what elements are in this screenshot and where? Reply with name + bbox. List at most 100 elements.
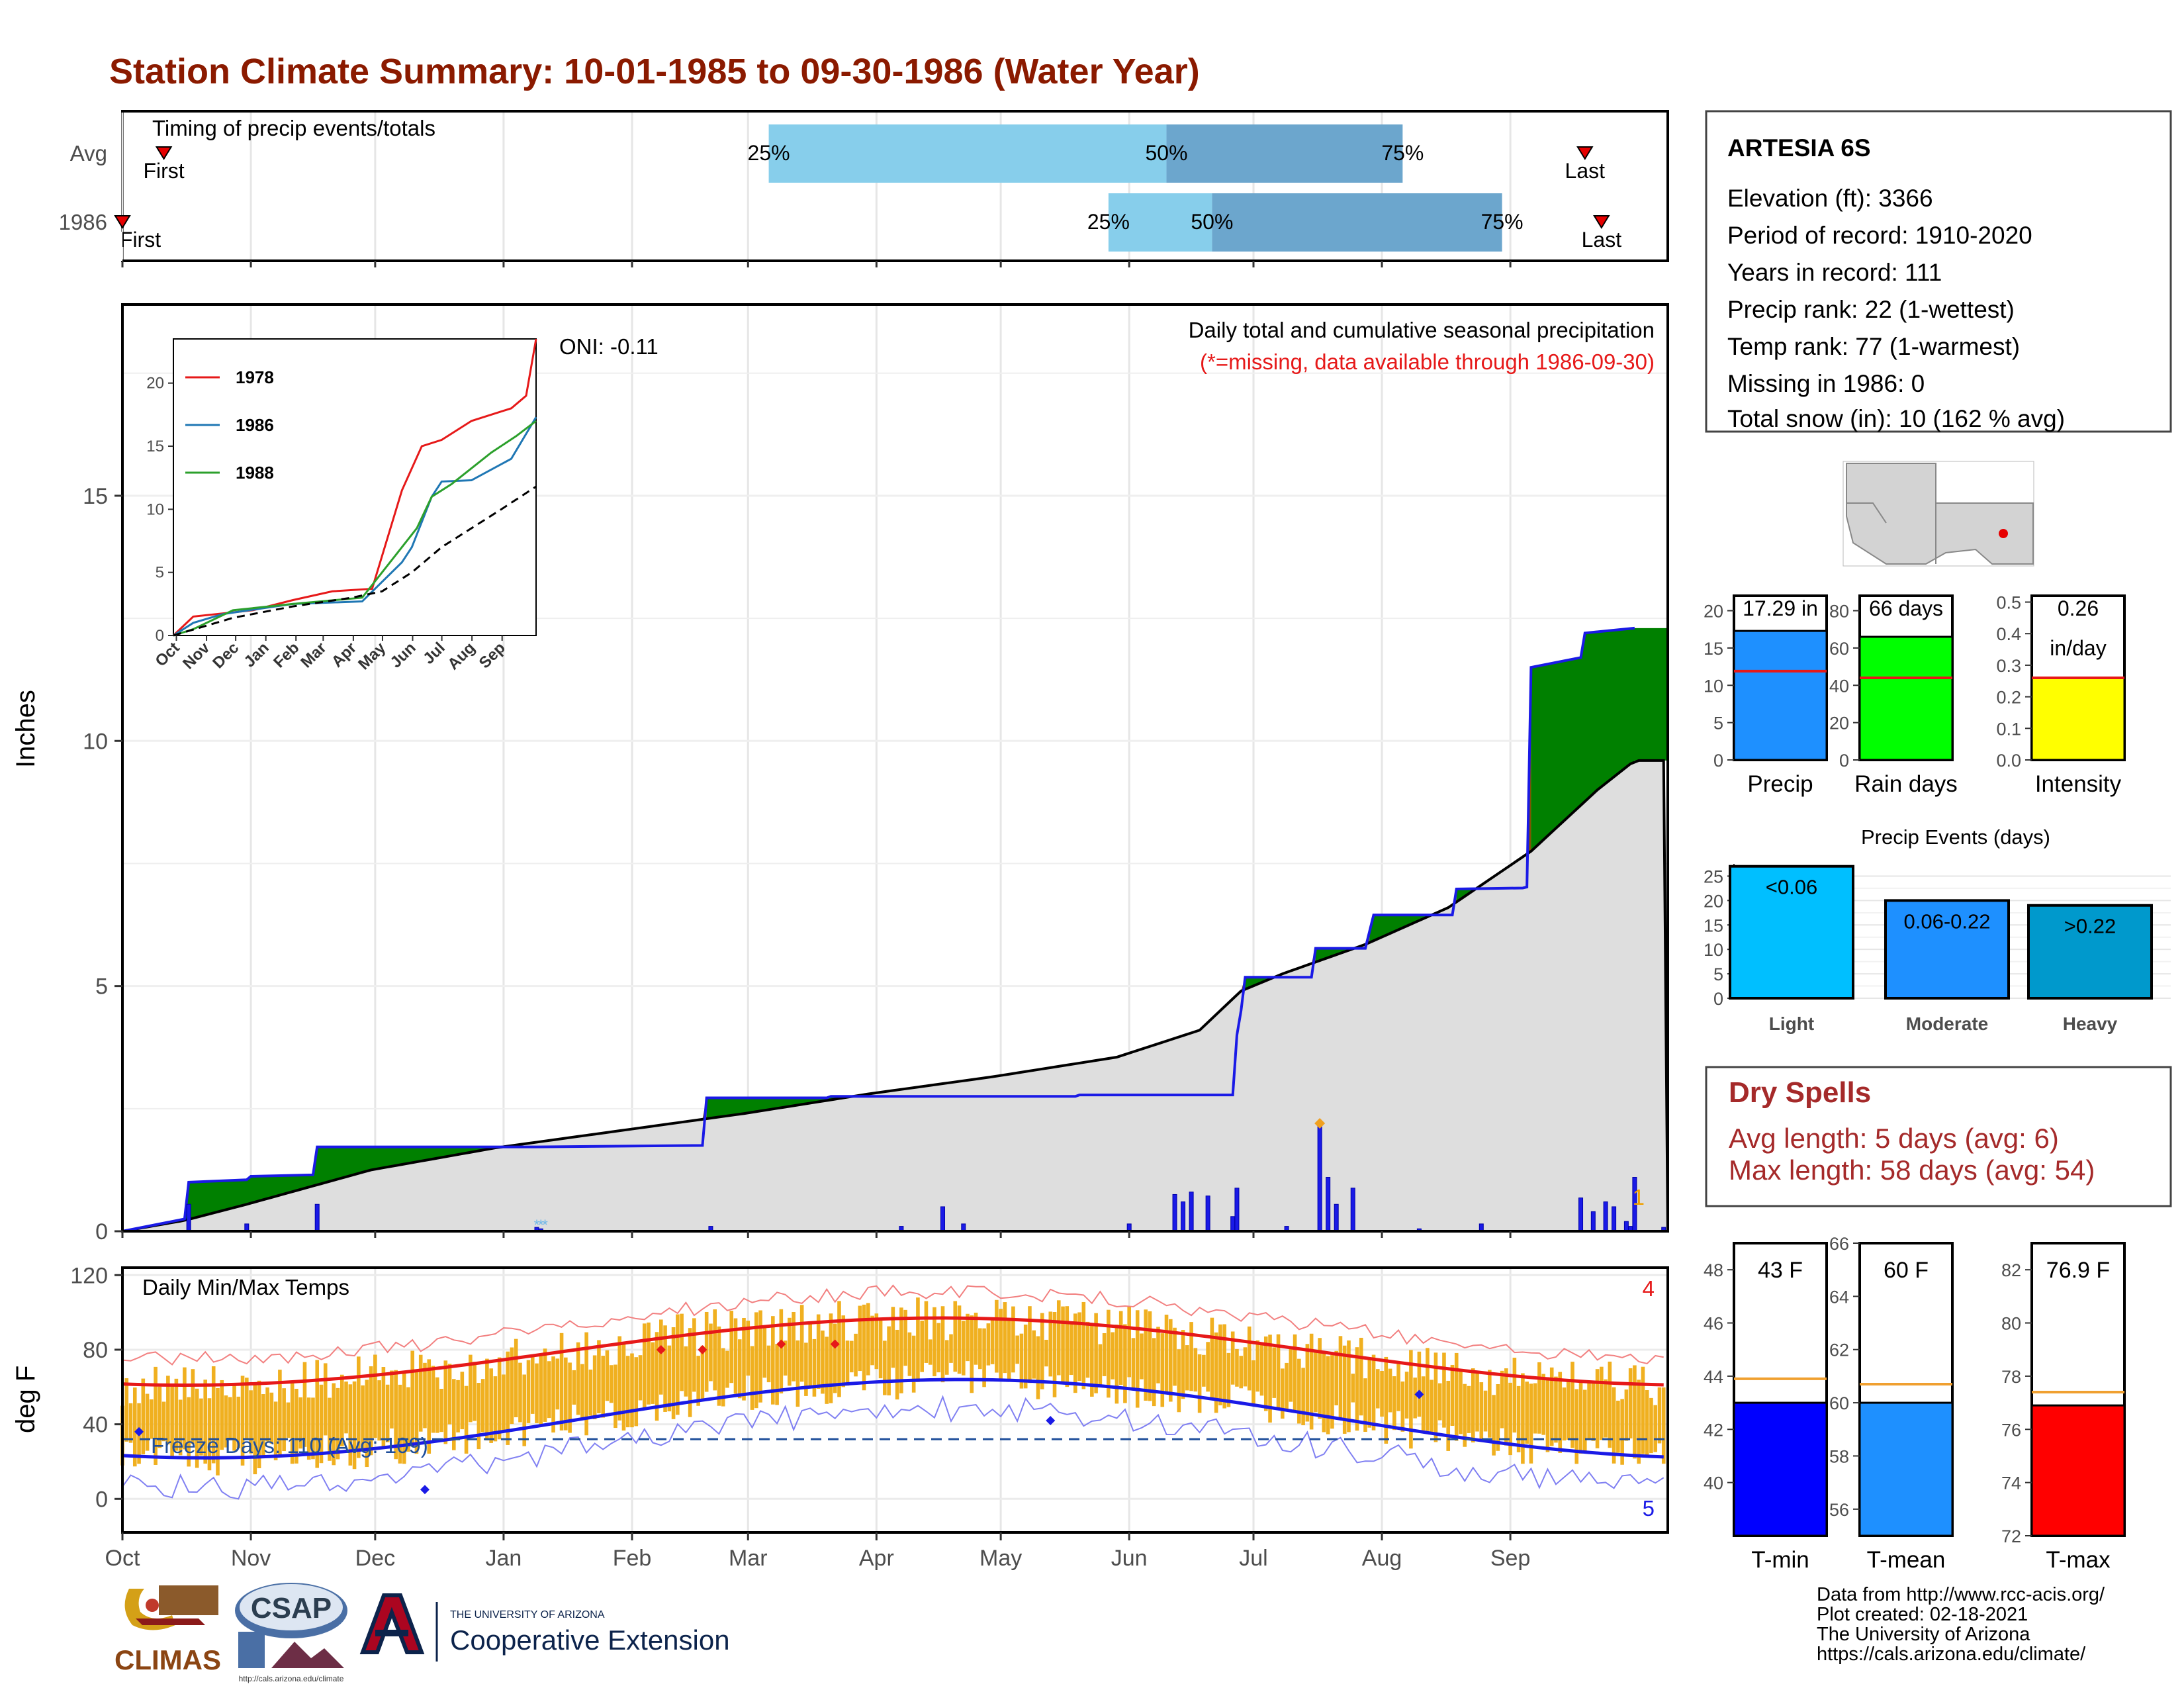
- daily-temp-bar: [911, 1335, 916, 1393]
- temp-bar-y-tick-label: 40: [1704, 1474, 1723, 1493]
- events-y-tick-label: 25: [1704, 867, 1723, 886]
- station-snow: Total snow (in): 10 (162 % avg): [1727, 405, 2065, 432]
- month-tick-label: Aug: [1362, 1546, 1402, 1571]
- mini-y-tick-label: 20: [1829, 714, 1849, 733]
- daily-temp-bar: [1661, 1387, 1666, 1464]
- daily-temp-bar: [1587, 1382, 1591, 1439]
- daily-temp-bar: [257, 1380, 261, 1469]
- daily-temp-bar: [319, 1384, 324, 1464]
- daily-temp-bar: [1363, 1378, 1367, 1432]
- mini-y-tick-label: 15: [1704, 639, 1723, 659]
- timing-bar-25-50: [1108, 193, 1212, 252]
- mini-bar-rain-days: [1858, 635, 1954, 761]
- temp-bar-y-tick-label: 66: [1829, 1234, 1849, 1254]
- daily-temp-bar: [526, 1360, 531, 1423]
- daily-temp-bar: [1578, 1380, 1583, 1454]
- daily-temp-bar: [933, 1307, 936, 1377]
- daily-temp-bar: [1616, 1400, 1620, 1453]
- daily-temp-bar: [1305, 1344, 1310, 1422]
- snow-marker: *: [534, 1217, 540, 1233]
- daily-temp-bar: [323, 1363, 328, 1436]
- daily-temp-bar: [439, 1389, 443, 1432]
- daily-temp-bar: [1620, 1399, 1624, 1465]
- daily-temp-bar: [1433, 1352, 1438, 1442]
- daily-temp-bar: [1085, 1321, 1090, 1378]
- daily-temp-bar: [418, 1354, 423, 1432]
- daily-temp-bar: [1102, 1333, 1107, 1376]
- daily-temp-bar: [493, 1376, 498, 1442]
- daily-temp-bar: [995, 1299, 999, 1373]
- record-high-marker: [656, 1344, 666, 1354]
- daily-temp-bar: [754, 1312, 758, 1409]
- daily-temp-bar: [145, 1393, 150, 1451]
- csap-logo: CSAP http://cals.arizona.edu/climate: [235, 1583, 347, 1683]
- daily-precip-bar: [1181, 1201, 1186, 1232]
- daily-temp-bar: [576, 1342, 580, 1415]
- daily-temp-bar: [1467, 1385, 1471, 1433]
- daily-temp-bar: [746, 1321, 751, 1376]
- daily-temp-bar: [1230, 1331, 1235, 1385]
- temp-bar-y-tick-label: 74: [2001, 1474, 2021, 1493]
- temp-bar-x-label: T-max: [2046, 1547, 2111, 1573]
- daily-temp-bar: [1529, 1383, 1533, 1464]
- daily-temp-bar: [642, 1323, 647, 1410]
- daily-temp-bar: [340, 1374, 344, 1446]
- daily-temp-bar: [336, 1387, 340, 1460]
- daily-temp-bar: [1065, 1306, 1069, 1387]
- daily-temp-bar: [547, 1361, 551, 1419]
- daily-temp-bar: [245, 1378, 249, 1440]
- daily-temp-bar: [903, 1309, 907, 1366]
- temp-bar-y-tick-label: 44: [1704, 1367, 1723, 1387]
- daily-temp-bar: [788, 1317, 792, 1386]
- daily-temp-bar: [357, 1356, 361, 1458]
- daily-temp-bar: [282, 1388, 286, 1452]
- daily-temp-bar: [816, 1314, 821, 1389]
- daily-temp-bar: [1525, 1382, 1529, 1444]
- daily-temp-bar: [328, 1397, 332, 1461]
- daily-temp-bar: [704, 1311, 709, 1392]
- daily-temp-bar: [1463, 1383, 1467, 1447]
- temp-bar-x-label: T-min: [1751, 1547, 1809, 1573]
- temp-bar-top-label: 60 F: [1884, 1258, 1929, 1283]
- daily-temp-bar: [1392, 1376, 1396, 1430]
- daily-temp-bar: [775, 1344, 779, 1405]
- daily-temp-bar: [427, 1359, 432, 1454]
- daily-temp-bar: [750, 1346, 754, 1410]
- event-bar-light: [1729, 865, 1854, 1000]
- daily-temp-bar: [1446, 1380, 1451, 1451]
- month-x-axis: Oct Nov Dec Jan Feb Mar Apr May Jun Jul Aug Sep: [105, 261, 1530, 1571]
- daily-precip-bar: [940, 1206, 945, 1232]
- daily-temp-bar: [1318, 1338, 1322, 1419]
- freeze-days-label: Freeze Days: 110 (Avg: 109): [151, 1433, 428, 1458]
- temp-plot: [120, 1284, 1668, 1500]
- daily-temp-bar: [742, 1317, 746, 1401]
- timing-bar-50-75: [1212, 193, 1502, 252]
- mini-top-label: 0.26: [2058, 596, 2099, 620]
- daily-precip-bar: [1326, 1177, 1331, 1232]
- event-category-label: Heavy: [2063, 1013, 2118, 1034]
- mini-bar-intensity: [2030, 677, 2126, 761]
- daily-temp-bar: [1326, 1356, 1330, 1434]
- daily-temp-bar: [1168, 1319, 1173, 1402]
- temp-bar-top-label: 76.9 F: [2046, 1258, 2110, 1283]
- daily-temp-bar: [1442, 1352, 1446, 1428]
- daily-temp-bar: [1243, 1347, 1248, 1387]
- daily-temp-bar: [1185, 1345, 1189, 1391]
- daily-temp-bar: [485, 1358, 489, 1440]
- daily-temp-bar: [1032, 1330, 1036, 1379]
- events-y-tick-label: 15: [1704, 915, 1723, 935]
- daily-temp-bar: [1612, 1387, 1616, 1464]
- timing-75-label: 75%: [1481, 210, 1524, 234]
- daily-temp-bar: [1127, 1306, 1131, 1378]
- daily-temp-bar: [460, 1372, 465, 1430]
- daily-temp-bar: [825, 1336, 829, 1404]
- daily-temp-bar: [729, 1311, 734, 1383]
- events-y-tick-label: 20: [1704, 891, 1723, 911]
- daily-temp-bar: [1218, 1324, 1222, 1405]
- daily-temp-bar: [899, 1307, 903, 1393]
- daily-temp-bar: [758, 1310, 762, 1403]
- inset-series-1986: [173, 416, 537, 637]
- daily-temp-bar: [762, 1328, 767, 1378]
- daily-temp-bar: [1152, 1338, 1156, 1407]
- page-title: Station Climate Summary: 10-01-1985 to 0…: [109, 52, 1200, 91]
